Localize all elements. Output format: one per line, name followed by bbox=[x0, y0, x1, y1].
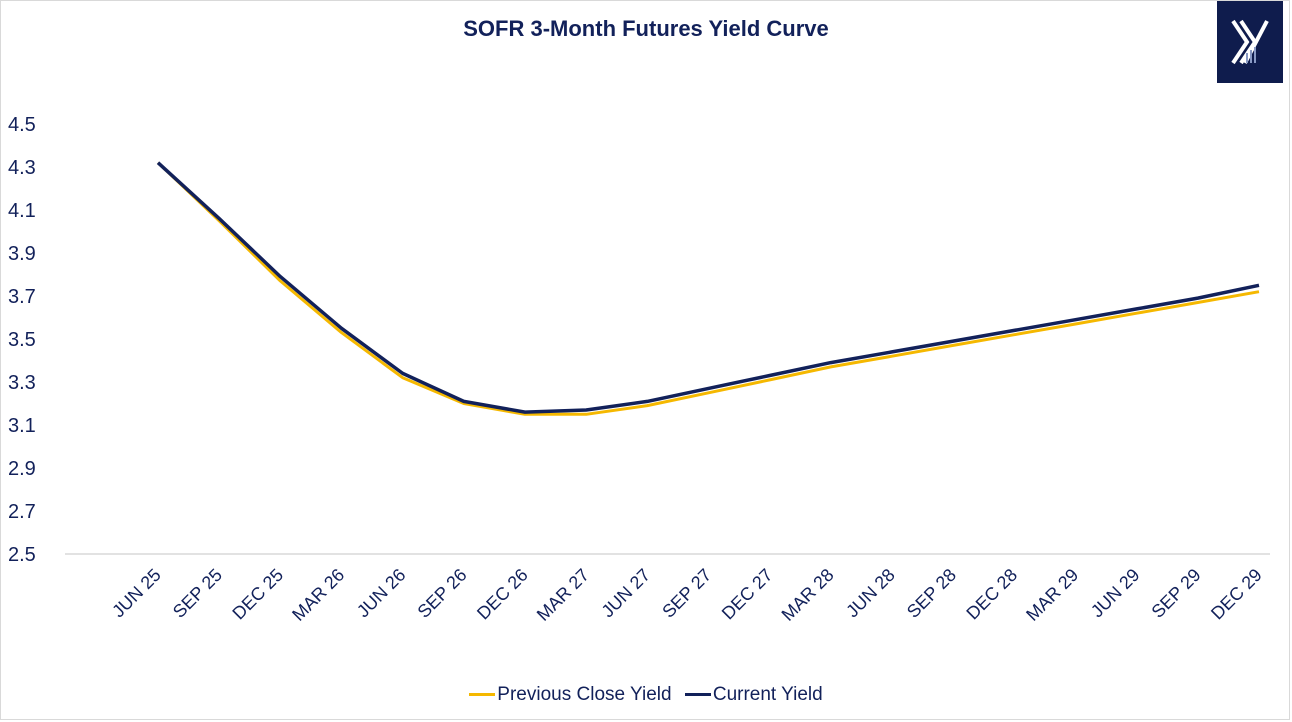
series-line-previous-close bbox=[156, 161, 1260, 416]
x-tick-label: DEC 26 bbox=[473, 565, 532, 624]
y-tick-label: 4.5 bbox=[8, 114, 36, 136]
x-tick-label: JUN 29 bbox=[1087, 565, 1144, 622]
x-tick-label: DEC 29 bbox=[1207, 565, 1266, 624]
x-tick-label: DEC 28 bbox=[962, 565, 1021, 624]
series-lines bbox=[156, 161, 1260, 416]
y-tick-label: 3.3 bbox=[8, 372, 36, 394]
x-tick-label: SEP 29 bbox=[1148, 565, 1205, 622]
brand-logo bbox=[1217, 1, 1283, 83]
x-tick-label: DEC 25 bbox=[228, 565, 287, 624]
y-tick-label: 2.9 bbox=[8, 458, 36, 480]
x-tick-label: JUN 28 bbox=[842, 565, 899, 622]
y-tick-label: 2.5 bbox=[8, 544, 36, 566]
x-tick-label: SEP 26 bbox=[414, 565, 471, 622]
legend-swatch-current bbox=[684, 693, 711, 696]
x-tick-label: JUN 26 bbox=[353, 565, 410, 622]
y-tick-label: 2.7 bbox=[8, 501, 36, 523]
legend-label-current: Current Yield bbox=[712, 683, 823, 705]
x-tick-label: MAR 29 bbox=[1022, 565, 1082, 625]
x-tick-label: MAR 28 bbox=[778, 565, 838, 625]
y-tick-label: 4.3 bbox=[8, 157, 36, 179]
x-tick-label: JUN 25 bbox=[108, 565, 165, 622]
x-tick-label: MAR 27 bbox=[533, 565, 593, 625]
x-axis-ticks: JUN 25 SEP 25 DEC 25 MAR 26 JUN 26 SEP 26 DEC … bbox=[108, 565, 1266, 625]
x-tick-label: MAR 26 bbox=[288, 565, 348, 625]
y-tick-label: 3.1 bbox=[8, 415, 36, 437]
chart-title: SOFR 3-Month Futures Yield Curve bbox=[463, 16, 829, 41]
y-tick-label: 3.5 bbox=[8, 329, 36, 351]
x-tick-label: JUN 27 bbox=[598, 565, 655, 622]
legend: Previous Close Yield Current Yield bbox=[0, 680, 1292, 706]
x-tick-label: SEP 27 bbox=[658, 565, 715, 622]
series-line-current bbox=[156, 161, 1260, 414]
y-tick-label: 3.7 bbox=[8, 286, 36, 308]
y-tick-label: 3.9 bbox=[8, 243, 36, 265]
x-tick-label: SEP 25 bbox=[169, 565, 226, 622]
y-axis-ticks: 4.5 4.3 4.1 3.9 3.7 3.5 3.3 3.1 2.9 2.7 2.5 bbox=[8, 114, 36, 566]
x-logo-icon bbox=[1231, 19, 1269, 65]
legend-swatch-previous bbox=[469, 693, 496, 696]
x-tick-label: DEC 27 bbox=[718, 565, 777, 624]
legend-item-previous: Previous Close Yield bbox=[469, 683, 672, 706]
legend-item-current: Current Yield bbox=[684, 683, 823, 706]
legend-label-previous: Previous Close Yield bbox=[497, 683, 672, 705]
y-tick-label: 4.1 bbox=[8, 200, 36, 222]
x-tick-label: SEP 28 bbox=[903, 565, 960, 622]
